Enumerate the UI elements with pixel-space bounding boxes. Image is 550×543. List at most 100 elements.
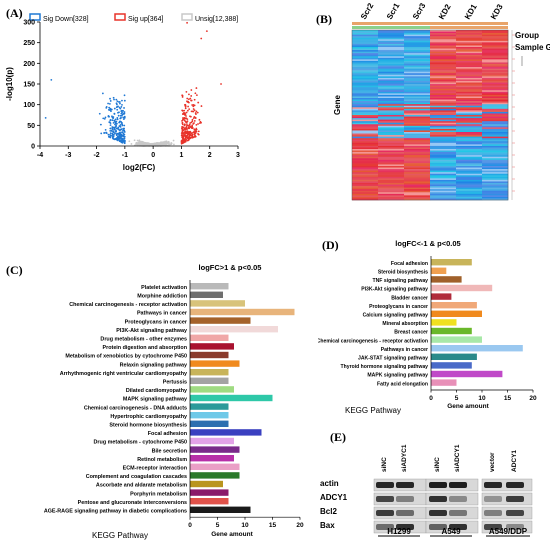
heatmap-cell [352,127,379,130]
heatmap-cell [430,67,457,69]
heatmap-cell [378,93,405,96]
heatmap-cell [430,125,457,128]
heatmap-cell [378,193,405,196]
heatmap-cell [404,47,431,49]
heatmap-cell [404,94,431,97]
heatmap-cell [430,189,457,192]
heatmap-cell [456,113,483,116]
heatmap-cell [378,124,405,127]
scatter-point [192,108,195,110]
heatmap-cell [378,115,405,117]
scatter-point [193,128,196,131]
heatmap-cell [482,150,509,153]
heatmap-cell [378,50,405,52]
heatmap-cell [430,193,457,196]
heatmap-cell [430,88,457,91]
heatmap-cell [456,71,483,74]
heatmap-cell [378,176,405,179]
heatmap-cell [456,141,483,144]
scatter-point [115,122,118,125]
scatter-point [197,130,200,133]
scatter-point [102,117,105,120]
bar [190,463,240,470]
scatter-point [184,133,186,136]
heatmap-cell [430,85,457,88]
heatmap-cell [430,147,457,150]
heatmap-cell [378,153,405,156]
heatmap-cell [430,34,457,37]
panel-b-label: (B) [316,12,332,26]
heatmap-cell [378,113,405,116]
heatmap-cell [404,145,431,148]
heatmap-cell [378,170,405,173]
heatmap-cell [482,31,509,34]
heatmap-cell [430,99,457,102]
heatmap-cell [378,179,405,182]
heatmap-cell [456,198,483,201]
panel-b: (B) Scr2 Scr1 Scr3 KD2 KD1 KD3 Gene Group Sample… [312,0,550,215]
heatmap-cell [352,142,379,145]
heatmap-cell [456,111,483,114]
scatter-point [138,139,141,142]
heatmap-cell [352,144,379,147]
heatmap-cell [378,96,405,99]
blot-band [449,496,467,502]
heatmap-cell [352,50,379,52]
heatmap-cell [404,62,431,65]
heatmap-cell [404,79,431,82]
x-tick-label: -4 [37,152,43,159]
heatmap-cell [456,166,483,168]
x-tick-label: 10 [478,395,486,402]
heatmap-cell [352,85,379,88]
group-label: A549/DDP [489,527,528,536]
heatmap-cell [378,70,405,73]
heatmap-cell [456,133,483,136]
scatter-point [188,123,191,126]
category-label: Chemical carcinogenesis - DNA adducts [84,405,187,411]
blot-band [429,496,447,502]
row-label: actin [320,479,339,488]
heatmap-cell [482,54,509,57]
heatmap-cell [430,158,457,161]
heatmap-cell [456,118,483,120]
scatter-points [44,21,222,147]
panel-c-label: (C) [6,263,23,277]
scatter-point [197,133,200,136]
heatmap-cell [378,84,405,86]
heatmap-cell [430,82,457,85]
heatmap-cell [378,36,405,39]
heatmap-cell [482,176,509,179]
heatmap-cell [482,96,509,99]
heatmap-cell [430,57,457,60]
heatmap-cell [352,170,379,173]
scatter-point [185,131,187,133]
heatmap-cell [378,141,405,144]
heatmap-cell [482,48,509,51]
heatmap-cell [456,42,483,45]
scatter-point [112,134,115,136]
heatmap-cell [456,62,483,65]
scatter-point [105,132,108,135]
heatmap-cell [404,141,431,144]
heatmap-cell [456,115,483,117]
heatmap-cell [482,125,509,128]
heatmap-cell [404,115,431,117]
group-bar-kd [430,26,508,29]
heatmap-cell [456,34,483,37]
heatmap-cell [352,133,379,136]
blot-band [449,510,467,516]
scatter-point [193,109,196,112]
heatmap-cell [482,42,509,45]
scatter-point [123,112,126,115]
heatmap-cell [430,94,457,97]
scatter-point [123,129,126,132]
heatmap-cell [404,130,431,133]
scatter-point [191,127,194,129]
heatmap-cell [352,101,379,103]
panel-c: (C) logFC>1 & p<0.05 Platelet activation M… [0,255,312,540]
heatmap-cell [378,88,405,91]
bar [431,370,503,378]
heatmap-cell [404,51,431,54]
bar [190,437,234,445]
heatmap-cell [456,116,483,119]
